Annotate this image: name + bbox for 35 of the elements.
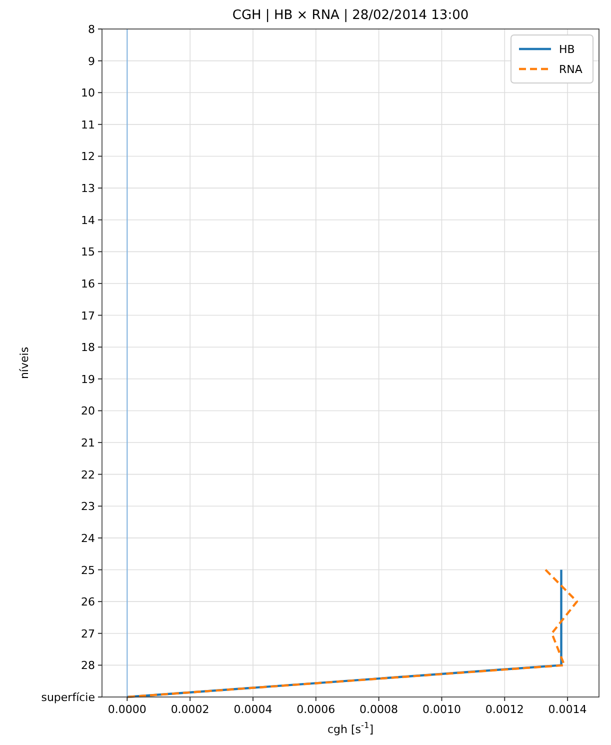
x-tick-label: 0.0002 xyxy=(170,703,210,716)
x-axis-title: cgh [s$^{-1}$] xyxy=(327,720,374,736)
y-tick-label: 27 xyxy=(81,627,95,640)
x-tick-label: 0.0012 xyxy=(485,703,524,716)
x-tick-label: 0.0000 xyxy=(108,703,146,716)
y-tick-label: 19 xyxy=(81,372,95,386)
x-tick-label: 0.0014 xyxy=(548,703,587,716)
y-tick-label: 21 xyxy=(81,436,95,450)
y-tick-label: 17 xyxy=(81,309,95,322)
legend-label: RNA xyxy=(559,63,583,76)
y-tick-label: superfície xyxy=(41,691,96,704)
chart-title: CGH | HB × RNA | 28/02/2014 13:00 xyxy=(232,8,469,23)
y-tick-label: 14 xyxy=(81,214,95,227)
y-tick-label: 24 xyxy=(81,532,95,545)
legend-label: HB xyxy=(559,43,575,56)
y-tick-label: 8 xyxy=(88,23,95,36)
x-tick-label: 0.0010 xyxy=(422,703,461,716)
y-tick-label: 16 xyxy=(81,277,95,290)
y-axis-title: níveis xyxy=(18,346,31,380)
y-tick-label: 9 xyxy=(88,54,95,68)
y-tick-label: 15 xyxy=(81,246,95,259)
x-tick-label: 0.0008 xyxy=(360,703,398,716)
y-tick-label: 18 xyxy=(81,341,95,354)
x-tick-label: 0.0006 xyxy=(296,703,336,716)
y-tick-label: 12 xyxy=(81,150,95,164)
x-tick-label: 0.0004 xyxy=(234,703,272,716)
y-tick-label: 26 xyxy=(81,596,95,609)
y-tick-label: 22 xyxy=(81,468,95,482)
y-tick-label: 10 xyxy=(81,86,95,100)
y-tick-label: 25 xyxy=(81,564,95,577)
y-tick-label: 11 xyxy=(81,118,95,132)
y-tick-label: 20 xyxy=(81,404,95,418)
y-tick-label: 23 xyxy=(81,500,95,514)
y-tick-label: 13 xyxy=(81,182,95,196)
y-tick-label: 28 xyxy=(81,659,95,672)
